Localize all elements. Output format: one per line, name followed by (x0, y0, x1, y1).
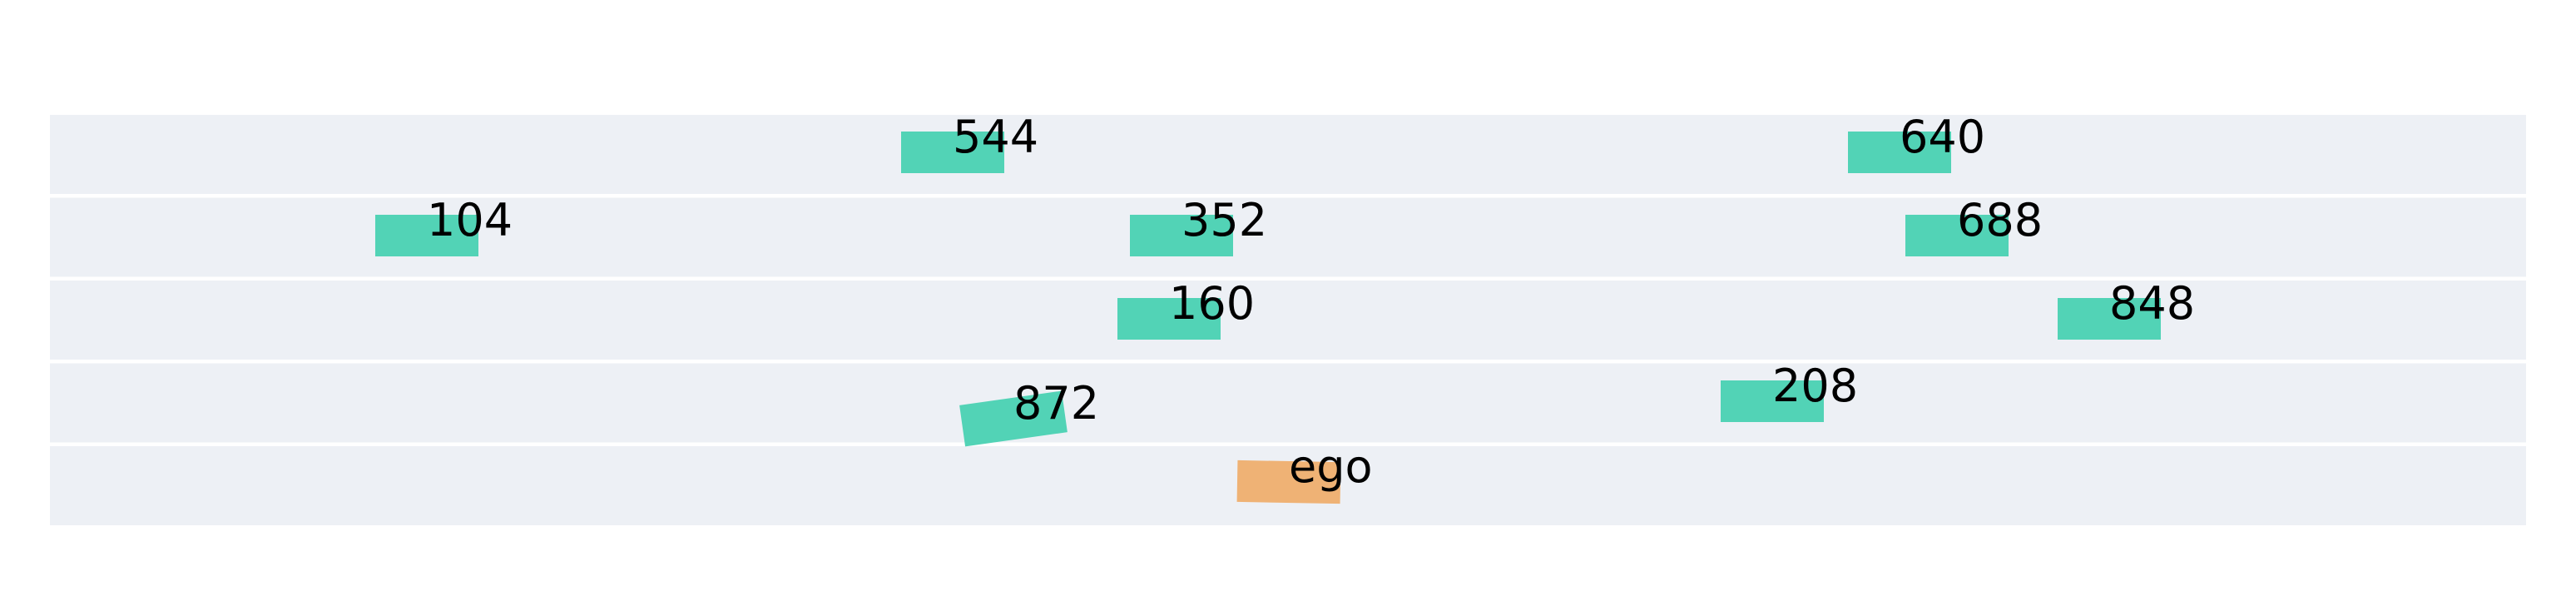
vehicle-box (1905, 215, 2009, 256)
vehicle-box (1721, 380, 1824, 422)
vehicle-label: 688 (1957, 194, 2043, 246)
vehicle-label: 640 (1900, 111, 1985, 163)
vehicle-label: 208 (1772, 360, 1858, 412)
vehicle-352: 352 (1130, 194, 1267, 256)
vehicle-640: 640 (1848, 111, 1985, 173)
vehicle-160: 160 (1117, 277, 1255, 340)
vehicle-688: 688 (1905, 194, 2043, 256)
lane-1 (50, 115, 2526, 194)
vehicle-box (2058, 298, 2161, 340)
vehicle-104: 104 (375, 194, 513, 256)
vehicle-label: 872 (1013, 377, 1099, 430)
vehicle-208: 208 (1721, 360, 1858, 422)
vehicle-ego: ego (1236, 440, 1373, 504)
vehicle-box (959, 390, 1068, 447)
vehicle-label: 544 (953, 111, 1038, 163)
ego-vehicle-box (1236, 460, 1341, 504)
lane-4 (50, 363, 2526, 443)
vehicle-label: 160 (1169, 277, 1255, 330)
vehicle-848: 848 (2058, 277, 2195, 340)
vehicle-label: ego (1289, 440, 1373, 493)
vehicles: 544 640 104 352 688 160 848 872 208 ego (375, 111, 2195, 504)
vehicle-box (375, 215, 478, 256)
vehicle-544: 544 (901, 111, 1038, 173)
vehicle-label: 848 (2109, 277, 2195, 330)
vehicle-label: 352 (1181, 194, 1267, 246)
vehicle-box (1130, 215, 1233, 256)
vehicle-box (901, 132, 1004, 173)
vehicle-box (1848, 132, 1951, 173)
vehicle-label: 104 (427, 194, 513, 246)
vehicle-box (1117, 298, 1221, 340)
vehicle-872: 872 (959, 377, 1099, 447)
